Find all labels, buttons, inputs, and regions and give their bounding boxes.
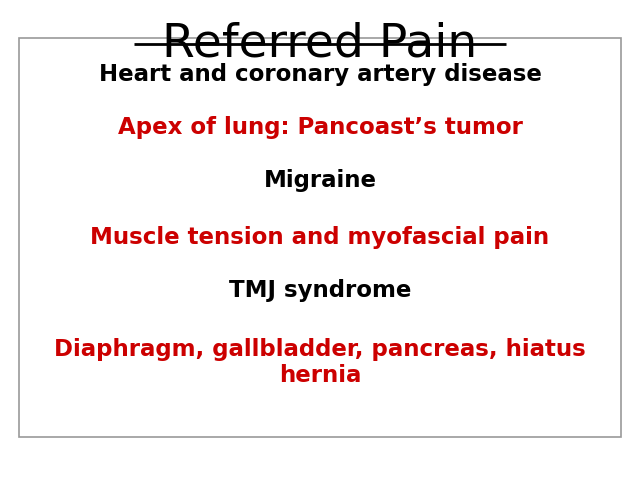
Text: Apex of lung: Pancoast’s tumor: Apex of lung: Pancoast’s tumor bbox=[118, 116, 522, 139]
Text: Migraine: Migraine bbox=[264, 168, 376, 192]
Text: Diaphragm, gallbladder, pancreas, hiatus
hernia: Diaphragm, gallbladder, pancreas, hiatus… bbox=[54, 337, 586, 387]
FancyBboxPatch shape bbox=[19, 38, 621, 437]
Text: Referred Pain: Referred Pain bbox=[163, 22, 477, 67]
Text: Muscle tension and myofascial pain: Muscle tension and myofascial pain bbox=[90, 226, 550, 249]
Text: TMJ syndrome: TMJ syndrome bbox=[229, 279, 411, 302]
Text: Heart and coronary artery disease: Heart and coronary artery disease bbox=[99, 63, 541, 86]
